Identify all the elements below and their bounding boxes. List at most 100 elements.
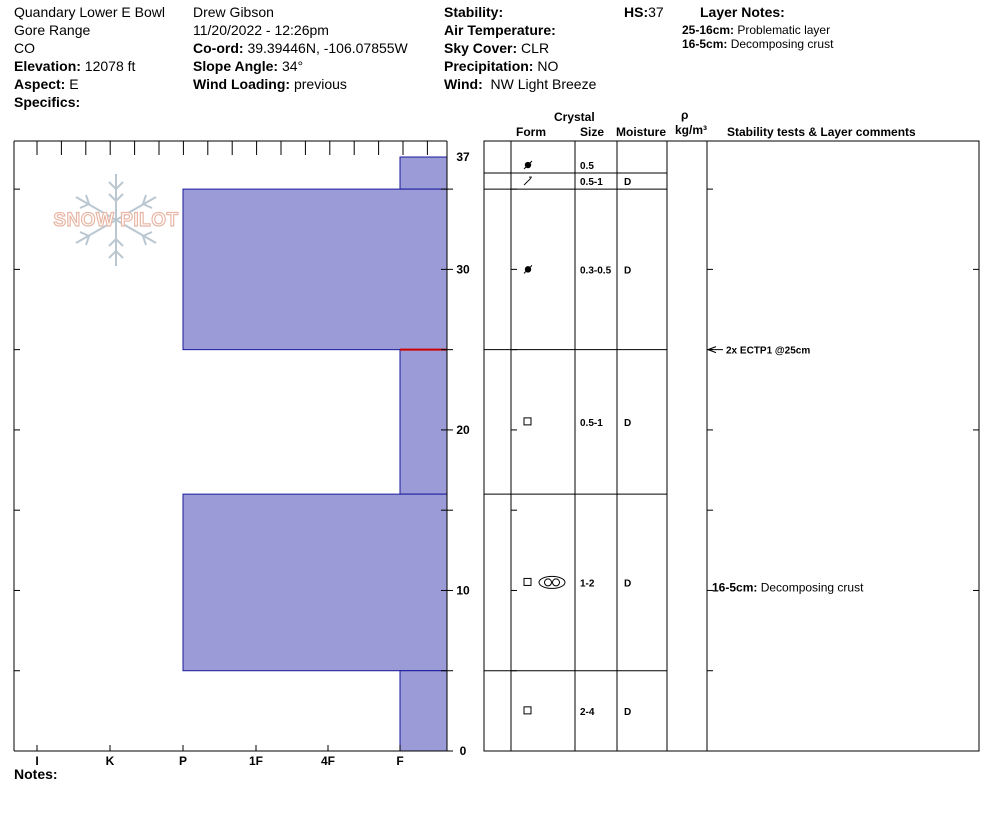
graupel-icon-stroke	[523, 265, 533, 274]
grain-size-value: 0.3-0.5	[580, 265, 612, 276]
moisture-value: D	[624, 418, 631, 429]
hardness-tick-label: I	[35, 754, 38, 768]
coord-label: Co-ord:	[193, 40, 244, 56]
hardness-layer-bar	[182, 493, 448, 672]
hs-value: 37	[648, 4, 664, 20]
air-temp-label: Air Temperature:	[444, 22, 556, 38]
grain-row: 1-2 D	[523, 575, 631, 589]
location-name: Quandary Lower E Bowl	[14, 4, 165, 20]
snow-pilot-logo-text: SNOW PILOT	[53, 210, 178, 231]
density-symbol: ρ	[681, 108, 689, 122]
layer-note-text: Problematic layer	[737, 23, 831, 37]
hardness-tick-label: F	[396, 754, 403, 768]
coord-value: 39.39446N, -106.07855W	[247, 40, 408, 56]
wind: Wind: NW Light Breeze	[444, 77, 596, 91]
grain-size-value: 0.5	[580, 161, 594, 172]
hardness-tick-label: 4F	[321, 754, 335, 768]
grain-row: 0.3-0.5 D	[523, 265, 631, 276]
grain-row: 0.5	[523, 160, 594, 172]
elevation-value: 12078 ft	[84, 58, 136, 74]
layer-note-range: 16-5cm:	[682, 37, 728, 51]
rounding-circle-icon	[544, 578, 552, 587]
rounding-circle-icon	[552, 578, 560, 587]
slope-angle: Slope Angle: 34°	[193, 59, 303, 73]
grain-size-value: 2-4	[580, 707, 595, 718]
decomposing-icon	[523, 176, 532, 186]
wind-loading-label: Wind Loading:	[193, 76, 291, 92]
snow-height: HS:37	[624, 5, 664, 19]
wind-label: Wind:	[444, 76, 483, 92]
layer-note-1: 25-16cm: Problematic layer	[682, 24, 830, 36]
wind-loading-value: previous	[293, 76, 347, 92]
hardness-layer-bar	[399, 670, 448, 752]
aspect-value: E	[69, 76, 79, 92]
hardness-tick-label: K	[106, 754, 115, 768]
depth-tick-label: 37	[456, 150, 470, 164]
depth-tick-label: 10	[456, 583, 470, 597]
slope-value: 34°	[281, 58, 304, 74]
layer-note-2: 16-5cm: Decomposing crust	[682, 38, 833, 50]
grain-size-value: 1-2	[580, 578, 595, 589]
aspect: Aspect: E	[14, 77, 79, 91]
grain-size-value: 0.5-1	[580, 418, 603, 429]
datetime: 11/20/2022 - 12:26pm	[193, 22, 329, 38]
coordinates: Co-ord: 39.39446N, -106.07855W	[193, 41, 408, 55]
state: CO	[14, 40, 35, 56]
grain-row: 0.5-1 D	[523, 417, 631, 429]
sky-cover: Sky Cover: CLR	[444, 41, 549, 55]
graupel-icon-stroke	[523, 160, 533, 170]
faceted-icon	[523, 577, 532, 586]
hardness-layer-bar	[182, 188, 448, 351]
snowflake-logo-icon	[75, 174, 157, 266]
hardness-tick-label: 1F	[249, 754, 263, 768]
stability-test-arrow-icon	[707, 346, 723, 354]
layer-note-text: Decomposing crust	[730, 37, 834, 51]
moisture-value: D	[624, 265, 631, 276]
specifics-label: Specifics:	[14, 94, 81, 110]
hardness-layer-bar	[399, 156, 448, 190]
aspect-label: Aspect:	[14, 76, 66, 92]
grain-row: 2-4 D	[523, 706, 631, 718]
sky-value: CLR	[521, 40, 550, 56]
layer-notes-title: Layer Notes:	[700, 4, 785, 20]
slope-label: Slope Angle:	[193, 58, 279, 74]
faceted-icon	[523, 706, 532, 715]
depth-tick-label: 20	[456, 423, 470, 437]
moisture-value: D	[624, 707, 631, 718]
hardness-tick-label: P	[179, 754, 187, 768]
layer-comment-text: Decomposing crust	[761, 580, 864, 594]
size-header: Size	[580, 125, 605, 139]
stability-label: Stability:	[444, 4, 504, 20]
elevation-label: Elevation:	[14, 58, 81, 74]
notes-label: Notes:	[14, 766, 58, 782]
observer: Drew Gibson	[193, 4, 274, 20]
grain-size-value: 0.5-1	[580, 177, 603, 188]
density-unit: kg/m³	[675, 123, 708, 137]
mountain-range: Gore Range	[14, 22, 91, 38]
layer-comment: 16-5cm: Decomposing crust	[712, 580, 864, 594]
wind-value: NW Light Breeze	[490, 76, 597, 92]
elevation: Elevation: 12078 ft	[14, 59, 135, 73]
layer-comment-range: 16-5cm:	[712, 580, 761, 594]
depth-tick-label: 30	[456, 262, 470, 276]
precip-label: Precipitation:	[444, 58, 534, 74]
grain-row: 0.5-1 D	[523, 176, 631, 188]
precip-value: NO	[537, 58, 559, 74]
form-header: Form	[516, 125, 546, 139]
precipitation: Precipitation: NO	[444, 59, 558, 73]
rounding-outline-icon	[538, 575, 566, 589]
depth-tick-label: 0	[460, 744, 467, 758]
stability-test-label: 2x ECTP1 @25cm	[726, 346, 810, 357]
faceted-icon	[523, 417, 532, 426]
moisture-value: D	[624, 177, 631, 188]
crystal-header: Crystal	[554, 110, 595, 124]
hs-label: HS:	[624, 4, 649, 20]
moisture-header: Moisture	[616, 125, 667, 139]
sky-label: Sky Cover:	[444, 40, 518, 56]
moisture-value: D	[624, 578, 631, 589]
layer-note-range: 25-16cm:	[682, 23, 735, 37]
hardness-layer-bar	[399, 349, 448, 495]
comments-header: Stability tests & Layer comments	[727, 125, 916, 139]
layer-table-frame	[483, 140, 980, 752]
